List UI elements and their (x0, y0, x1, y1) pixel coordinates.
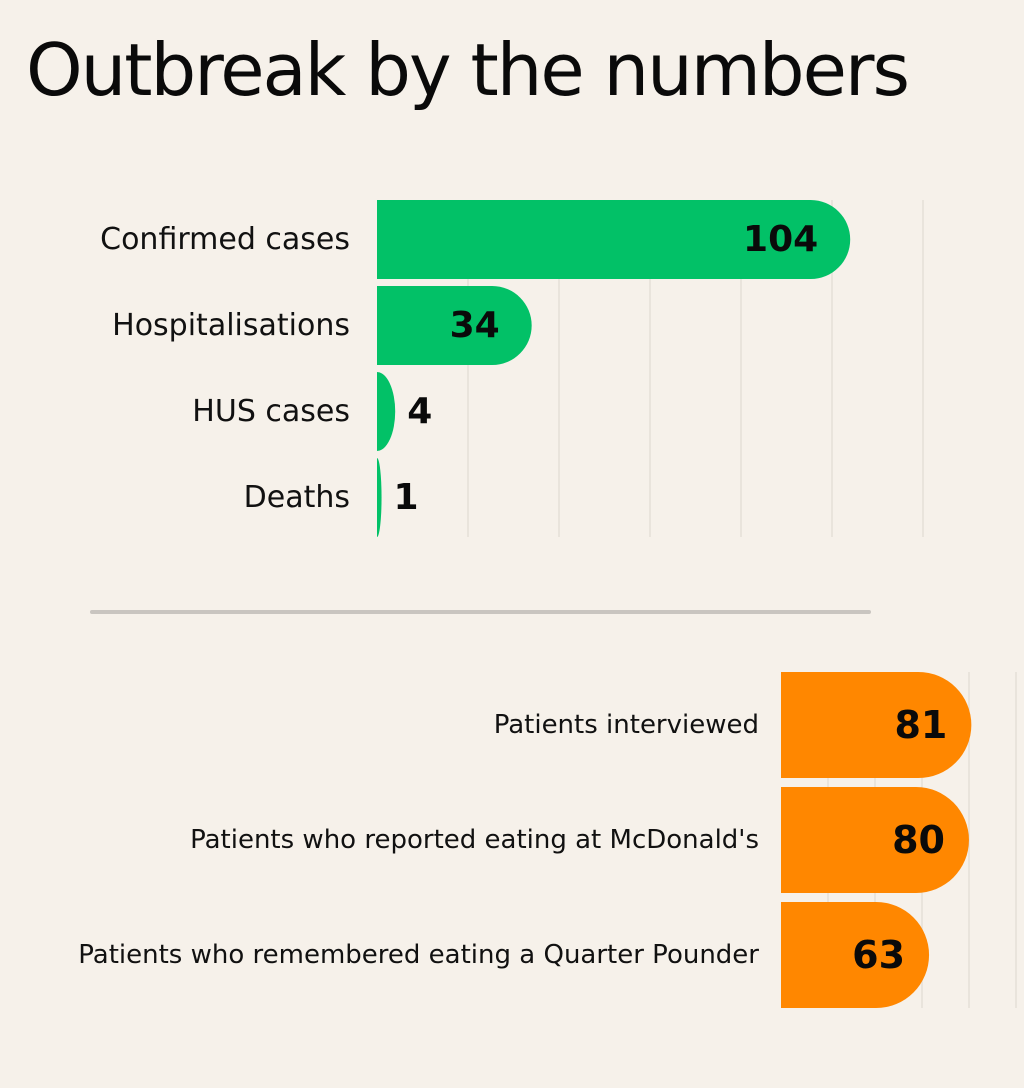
bar-patients-who-remembered-eating-a-quarter-pounder (781, 902, 930, 1008)
bar-patients-who-reported-eating-at-mcdonald-s (781, 787, 969, 893)
value-label: 34 (450, 305, 500, 346)
value-label: 104 (743, 219, 818, 260)
bar-hus-cases (377, 372, 396, 451)
category-label: Patients who remembered eating a Quarter… (78, 940, 759, 970)
value-label: 1 (394, 477, 419, 518)
category-label: Deaths (244, 480, 350, 515)
page-title: Outbreak by the numbers (26, 28, 910, 112)
category-label: Confirmed cases (100, 222, 350, 257)
category-label: Hospitalisations (112, 308, 350, 343)
bar-confirmed-cases (377, 200, 851, 279)
category-label: Patients interviewed (494, 710, 759, 740)
chart-outbreak-counts: Confirmed cases 104 Hospitalisations 34 HUS … (100, 200, 924, 537)
value-label: 81 (894, 703, 947, 747)
category-label: Patients who reported eating at McDonald… (190, 825, 759, 855)
value-label: 80 (892, 818, 945, 862)
bar-hospitalisations (377, 286, 532, 365)
value-label: 63 (852, 933, 905, 977)
bar-deaths (377, 458, 382, 537)
bar-patients-interviewed (781, 672, 972, 778)
chart-patient-survey: Patients interviewed 81 Patients who repor… (78, 672, 1017, 1008)
category-label: HUS cases (192, 394, 350, 429)
value-label: 4 (407, 391, 432, 432)
